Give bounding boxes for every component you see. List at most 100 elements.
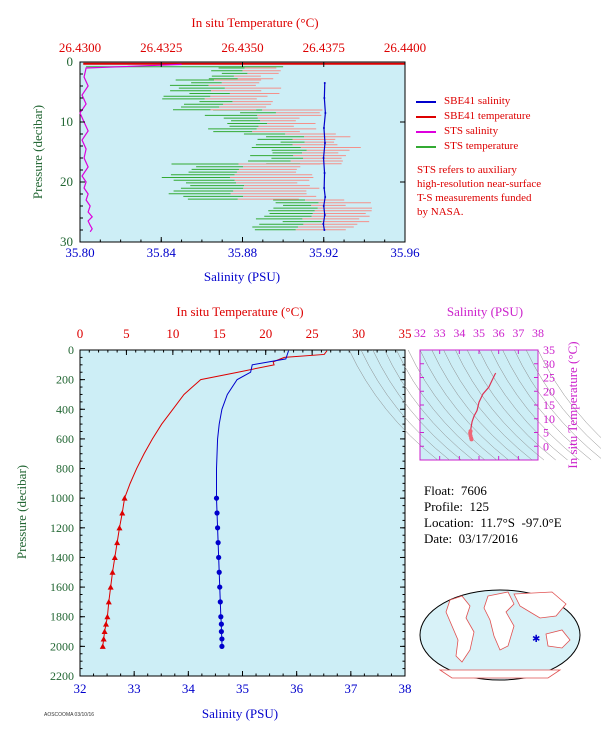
temperature-line — [102, 350, 328, 647]
y-tick-label: 2000 — [50, 639, 74, 653]
salinity-point — [323, 187, 326, 189]
legend-swatch — [416, 101, 436, 103]
salinity-marker — [215, 540, 221, 546]
density-contour — [514, 349, 601, 459]
profile-date: Date: 03/17/2016 — [424, 531, 518, 546]
x-tick-label: 32 — [414, 326, 426, 340]
salinity-point — [324, 112, 327, 114]
legend-swatch — [416, 131, 436, 133]
salinity-marker — [219, 643, 225, 649]
density-contour — [466, 349, 556, 461]
y-tick-label: 1600 — [50, 580, 74, 594]
y-tick-label: 30 — [543, 357, 555, 371]
near-surface-top-axis-title: In situ Temperature (°C) — [191, 15, 318, 30]
legend-swatch — [416, 116, 436, 118]
salinity-marker — [214, 510, 220, 516]
temperature-marker — [114, 539, 121, 546]
temperature-marker — [103, 621, 109, 627]
x2-tick-label: 10 — [166, 326, 179, 341]
salinity-point — [322, 157, 325, 159]
x2-tick-label: 0 — [77, 326, 84, 341]
density-contour — [478, 349, 568, 461]
ts-y-axis-title: In situ Temperature (°C) — [565, 341, 580, 468]
temperature-marker — [99, 643, 106, 649]
y-tick-label: 1800 — [50, 610, 74, 624]
y-tick-label: 20 — [60, 174, 73, 189]
x-tick-label: 35.88 — [228, 245, 257, 260]
series-line — [79, 63, 182, 233]
y-tick-label: 0 — [67, 54, 74, 69]
legend-label: SBE41 temperature — [444, 110, 531, 122]
y-tick-label: 1000 — [50, 491, 74, 505]
x2-tick-label: 26.4325 — [140, 40, 182, 55]
salinity-point — [323, 82, 326, 84]
profile-x-axis-title: Salinity (PSU) — [202, 706, 278, 721]
y-tick-label: 15 — [543, 398, 555, 412]
salinity-point — [324, 196, 327, 198]
density-contour — [443, 349, 533, 461]
y-tick-label: 0 — [543, 439, 549, 453]
y-tick-label: 600 — [56, 432, 74, 446]
map-land-americas — [445, 595, 475, 663]
density-contour — [407, 349, 497, 461]
salinity-point — [323, 142, 326, 144]
map-land-antarctica — [438, 669, 562, 679]
x2-tick-label: 26.4400 — [384, 40, 426, 55]
y-tick-label: 30 — [60, 234, 73, 249]
density-contour — [502, 349, 592, 461]
x2-tick-label: 26.4350 — [221, 40, 263, 55]
density-contour — [396, 349, 486, 461]
map-land-africa-europe — [483, 591, 515, 651]
y-tick-label: 5 — [543, 426, 549, 440]
map-land-australia — [545, 629, 571, 649]
y-tick-label: 20 — [543, 384, 555, 398]
salinity-point — [323, 172, 326, 174]
y-tick-label: 1200 — [50, 521, 74, 535]
salinity-marker — [214, 525, 221, 531]
salinity-marker — [217, 584, 223, 590]
density-contour — [348, 349, 438, 461]
near-surface-y-axis-title: Pressure (decibar) — [30, 105, 45, 199]
salinity-marker — [218, 621, 224, 627]
x-tick-label: 36 — [493, 326, 505, 340]
x-tick-label: 32 — [74, 681, 87, 696]
y-tick-label: 10 — [60, 114, 73, 129]
x2-tick-label: 26.4300 — [59, 40, 101, 55]
map-land-asia — [513, 591, 567, 619]
x-tick-label: 35.84 — [147, 245, 177, 260]
salinity-marker — [216, 569, 222, 575]
temperature-marker — [107, 584, 114, 590]
x-tick-label: 33 — [128, 681, 141, 696]
profile-y-axis-title: Pressure (decibar) — [14, 465, 29, 559]
density-contour — [455, 349, 545, 461]
temperature-marker — [111, 554, 118, 560]
near-surface-x-axis-title: Salinity (PSU) — [204, 269, 280, 284]
footer-tag: AOSCOOMA 03/10/16 — [44, 712, 95, 718]
near-surface-panel: 35.80 35.84 35.88 35.92 35.96 26.4300 26.4325 2… — [30, 15, 426, 284]
near-surface-plot-area — [79, 61, 406, 243]
salinity-marker — [219, 636, 225, 642]
ts-plot-area — [419, 349, 539, 461]
density-contour — [537, 349, 601, 438]
y-tick-label: 200 — [56, 373, 74, 387]
x2-tick-label: 15 — [213, 326, 226, 341]
x-tick-label: 35.96 — [390, 245, 420, 260]
x-tick-label: 35.80 — [65, 245, 94, 260]
temperature-marker — [100, 635, 107, 642]
sts-note-line: STS refers to auxiliary — [417, 164, 517, 176]
salinity-point — [323, 214, 326, 216]
float-info: Float: 7606 Profile: 125 Location: 11.7°… — [424, 483, 562, 547]
x-tick-label: 37 — [512, 326, 524, 340]
float-number: Float: 7606 — [424, 483, 487, 498]
temperature-marker — [101, 628, 108, 635]
x2-tick-label: 30 — [352, 326, 365, 341]
x-tick-label: 38 — [532, 326, 544, 340]
sts-note: STS refers to auxiliary high-resolution … — [417, 163, 541, 219]
density-contour — [490, 349, 580, 461]
y-tick-label: 35 — [543, 343, 555, 357]
x-tick-label: 37 — [344, 681, 358, 696]
temperature-marker — [121, 495, 128, 501]
temperature-marker — [109, 569, 116, 575]
x-tick-label: 38 — [399, 681, 412, 696]
salinity-point — [322, 205, 325, 207]
